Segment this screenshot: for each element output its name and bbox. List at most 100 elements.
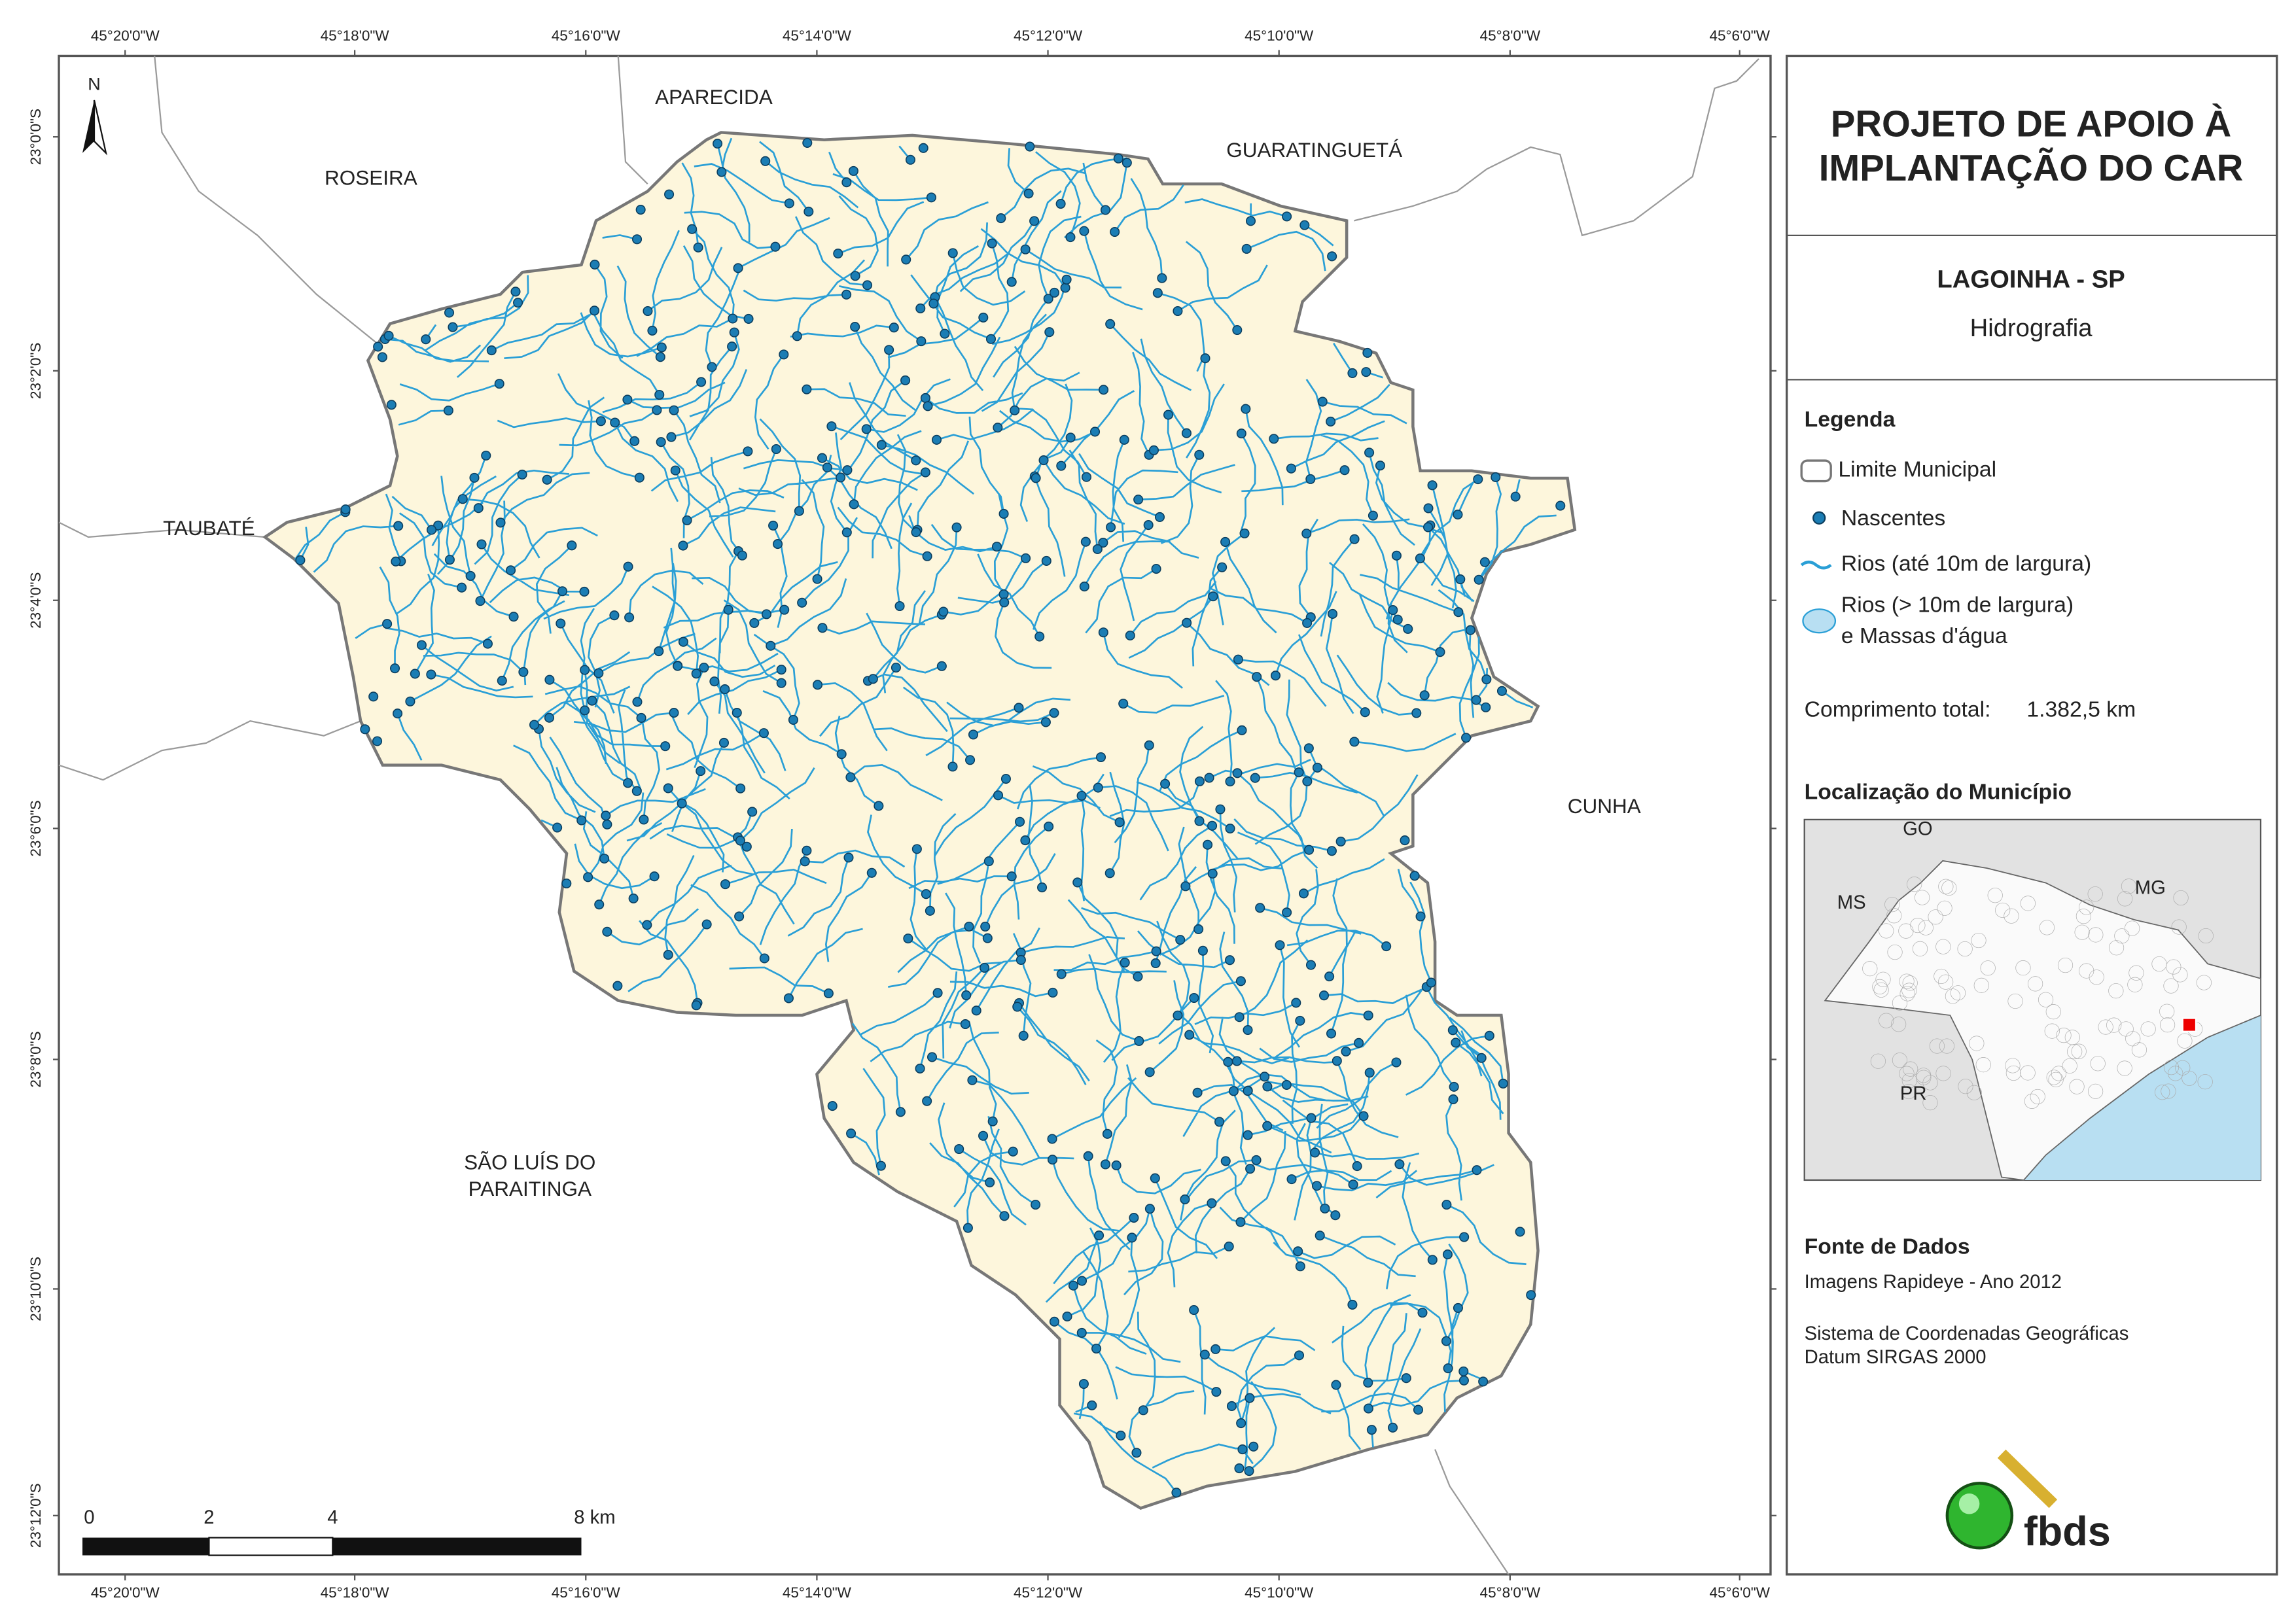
- spring: [1080, 536, 1091, 547]
- spring: [1025, 141, 1035, 152]
- spring: [1347, 1299, 1358, 1310]
- spring: [985, 334, 997, 344]
- spring: [421, 334, 431, 345]
- spring: [1303, 743, 1314, 754]
- inset-municipality: [1892, 1053, 1908, 1068]
- spring: [1447, 1025, 1458, 1036]
- spring: [1472, 1165, 1482, 1176]
- spring: [1193, 924, 1204, 934]
- spring: [1233, 654, 1243, 665]
- spring: [920, 467, 930, 478]
- inset-municipality: [1929, 1038, 1945, 1054]
- neighbor-boundary: [1434, 1449, 1510, 1575]
- inset-municipality: [2098, 1019, 2113, 1035]
- spring: [1184, 1030, 1195, 1040]
- spring: [1363, 1010, 1373, 1021]
- spring: [720, 879, 731, 890]
- legend-symbol: [1802, 608, 1837, 634]
- spring: [1018, 1030, 1029, 1041]
- spring: [1305, 960, 1316, 970]
- inset-municipality: [2140, 1021, 2156, 1037]
- inset-municipality: [1975, 1057, 1991, 1073]
- spring: [1241, 404, 1251, 414]
- spring: [1048, 987, 1058, 998]
- spring: [1217, 562, 1227, 572]
- spring: [716, 167, 727, 177]
- spring: [1315, 1230, 1325, 1241]
- legend-total-value: 1.382,5 km: [2026, 697, 2136, 722]
- spring: [518, 667, 529, 677]
- spring: [1449, 1081, 1459, 1092]
- spring: [1349, 534, 1360, 544]
- spring: [382, 619, 393, 629]
- source-line: Imagens Rapideye - Ano 2012: [1805, 1272, 2062, 1293]
- spring: [1021, 553, 1031, 563]
- inset-municipality: [2088, 927, 2104, 943]
- spring: [1286, 1174, 1297, 1185]
- spring: [1347, 368, 1358, 378]
- spring: [889, 323, 899, 333]
- spring: [1060, 283, 1070, 293]
- spring: [1152, 288, 1163, 298]
- spring: [773, 539, 783, 550]
- spring: [927, 1052, 938, 1062]
- inset-municipality: [2045, 1004, 2061, 1020]
- inset-municipality: [2075, 909, 2091, 924]
- inset-municipality: [1950, 985, 1966, 1001]
- spring: [1225, 824, 1235, 834]
- spring: [465, 570, 476, 581]
- inset-municipality: [2062, 1058, 2077, 1073]
- spring: [1375, 461, 1385, 471]
- spring: [784, 198, 794, 209]
- spring: [1194, 449, 1205, 460]
- spring: [836, 472, 846, 483]
- spring: [1173, 1010, 1183, 1021]
- spring: [1175, 935, 1186, 945]
- spring: [1471, 695, 1481, 705]
- spring: [1515, 1227, 1525, 1237]
- spring: [848, 166, 858, 176]
- spring: [635, 204, 646, 215]
- spring: [1157, 273, 1167, 283]
- spring: [768, 520, 779, 531]
- spring: [1235, 1217, 1246, 1227]
- spring: [985, 1178, 995, 1188]
- spring: [729, 327, 739, 338]
- spring: [894, 601, 905, 612]
- spring: [1474, 574, 1484, 585]
- inset-municipality: [1862, 961, 1878, 977]
- spring: [1207, 1198, 1217, 1208]
- spring: [923, 401, 933, 411]
- spring: [391, 556, 401, 567]
- spring: [833, 249, 843, 259]
- spring: [1275, 940, 1285, 951]
- title: PROJETO DE APOIO À: [1831, 103, 2231, 144]
- spring: [1078, 1378, 1089, 1389]
- spring: [1171, 1488, 1182, 1498]
- scale-bar: [208, 1537, 334, 1556]
- spring: [947, 761, 958, 772]
- spring: [386, 400, 397, 410]
- lon-label: 45°16'0"W: [552, 27, 621, 44]
- spring: [579, 586, 590, 597]
- spring: [1116, 1430, 1126, 1440]
- scale-label: 4: [327, 1507, 338, 1528]
- spring: [1262, 1121, 1273, 1131]
- spring: [561, 878, 572, 889]
- spring: [497, 676, 507, 686]
- inset-municipality: [2039, 920, 2055, 935]
- inset-municipality: [1902, 975, 1918, 991]
- spring: [1458, 1375, 1469, 1386]
- spring: [1282, 907, 1292, 918]
- spring: [1317, 396, 1328, 407]
- spring: [1127, 1232, 1137, 1243]
- spring: [850, 322, 860, 332]
- spring: [654, 646, 664, 657]
- inset-municipality: [2048, 1072, 2064, 1087]
- spring: [1364, 1068, 1375, 1078]
- spring: [368, 691, 379, 702]
- spring: [1270, 671, 1281, 681]
- spring: [980, 921, 991, 932]
- spring: [602, 819, 612, 829]
- lat-label: 23°0'0"S: [27, 109, 44, 165]
